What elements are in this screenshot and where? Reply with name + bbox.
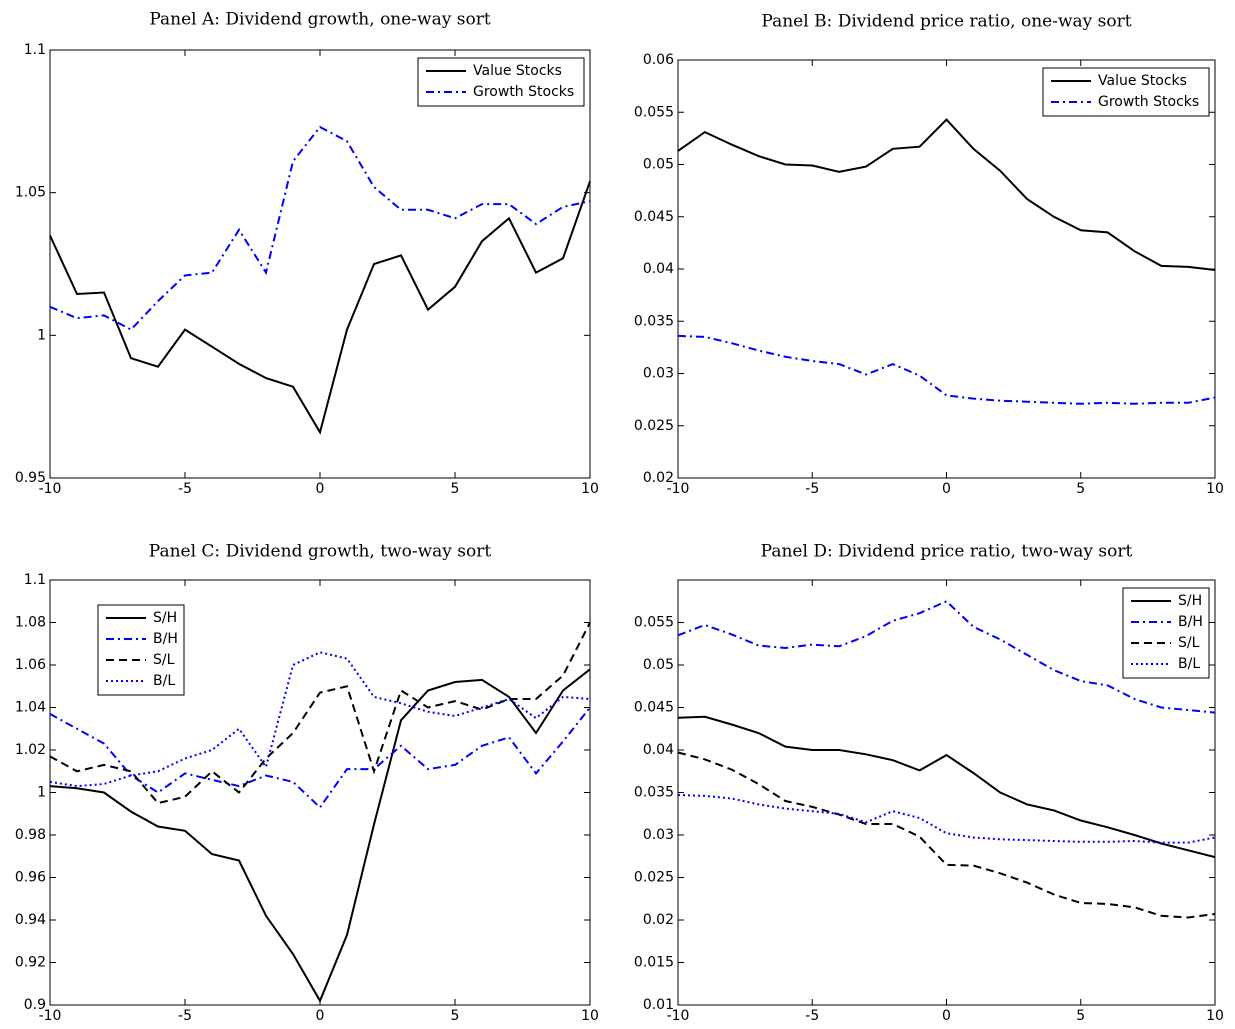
y-tick-label: 0.02 — [643, 912, 674, 928]
y-tick-label: 1 — [37, 327, 46, 343]
series-line — [677, 334, 1216, 405]
legend-label: B/L — [1178, 656, 1200, 672]
x-tick-label: 0 — [316, 1008, 325, 1024]
x-tick-label: -5 — [805, 481, 819, 497]
y-tick-label: 0.95 — [15, 470, 46, 486]
plot-frame — [677, 59, 1216, 479]
y-tick-label: 1.08 — [15, 615, 46, 631]
series-line — [677, 794, 1216, 844]
y-tick-label: 0.02 — [643, 470, 674, 486]
series-line — [677, 118, 1216, 271]
panel-title: Panel C: Dividend growth, two-way sort — [149, 542, 492, 562]
x-tick-label: 5 — [1076, 481, 1085, 497]
x-tick-label: 5 — [1076, 1008, 1085, 1024]
y-tick-label: 0.03 — [643, 827, 674, 843]
legend-label: Growth Stocks — [1098, 94, 1199, 110]
series-line — [677, 600, 1216, 714]
y-tick-label: 1.02 — [15, 742, 46, 758]
legend-box — [1042, 67, 1210, 117]
x-tick-label: 10 — [581, 481, 599, 497]
y-tick-label: 0.04 — [643, 261, 674, 277]
series-line — [49, 125, 591, 331]
series-line — [49, 180, 591, 435]
x-tick-label: 10 — [581, 1008, 599, 1024]
series-line — [677, 715, 1216, 859]
legend-label: B/H — [1178, 614, 1203, 630]
x-tick-label: -10 — [667, 481, 690, 497]
x-tick-label: 5 — [451, 481, 460, 497]
x-tick-label: 10 — [1206, 481, 1224, 497]
x-tick-label: 0 — [942, 1008, 951, 1024]
y-tick-label: 1.1 — [24, 42, 46, 58]
y-tick-label: 1.05 — [15, 185, 46, 201]
y-tick-label: 0.015 — [634, 955, 674, 971]
legend-label: B/L — [153, 673, 175, 689]
y-tick-label: 0.05 — [643, 657, 674, 673]
legend-label: Growth Stocks — [473, 84, 574, 100]
y-tick-label: 1.1 — [24, 572, 46, 588]
x-tick-label: 0 — [942, 481, 951, 497]
y-tick-label: 0.045 — [634, 700, 674, 716]
panel-title: Panel A: Dividend growth, one-way sort — [149, 10, 491, 30]
series-line — [49, 668, 591, 1004]
x-tick-label: -10 — [667, 1008, 690, 1024]
legend-label: B/H — [153, 631, 178, 647]
y-tick-label: 0.94 — [15, 912, 46, 928]
x-tick-label: -5 — [805, 1008, 819, 1024]
plot-frame — [49, 49, 591, 479]
y-tick-label: 1.04 — [15, 700, 46, 716]
legend-box — [417, 57, 585, 107]
y-tick-label: 0.9 — [24, 997, 46, 1013]
y-tick-label: 0.96 — [15, 870, 46, 886]
y-tick-label: 0.01 — [643, 997, 674, 1013]
x-tick-label: 10 — [1206, 1008, 1224, 1024]
y-tick-label: 0.025 — [634, 870, 674, 886]
x-tick-label: -5 — [178, 481, 192, 497]
series-line — [49, 622, 591, 805]
y-tick-label: 0.055 — [634, 615, 674, 631]
y-tick-label: 0.03 — [643, 366, 674, 382]
x-tick-label: 0 — [316, 481, 325, 497]
legend-label: S/L — [153, 652, 175, 668]
legend-label: S/H — [1178, 593, 1202, 609]
x-tick-label: 5 — [451, 1008, 460, 1024]
y-tick-label: 0.035 — [634, 313, 674, 329]
x-tick-label: -10 — [39, 481, 62, 497]
legend-label: S/L — [1178, 635, 1200, 651]
y-tick-label: 0.06 — [643, 52, 674, 68]
y-tick-label: 0.045 — [634, 209, 674, 225]
series-line — [49, 651, 591, 788]
panel-title: Panel D: Dividend price ratio, two-way s… — [761, 542, 1133, 562]
y-tick-label: 0.025 — [634, 418, 674, 434]
y-tick-label: 0.92 — [15, 955, 46, 971]
y-tick-label: 1 — [37, 785, 46, 801]
series-line — [677, 751, 1216, 919]
panel-title: Panel B: Dividend price ratio, one-way s… — [761, 12, 1131, 32]
x-tick-label: -5 — [178, 1008, 192, 1024]
x-tick-label: -10 — [39, 1008, 62, 1024]
series-line — [49, 706, 591, 809]
legend-label: Value Stocks — [473, 63, 562, 79]
y-tick-label: 0.055 — [634, 104, 674, 120]
y-tick-label: 0.04 — [643, 742, 674, 758]
y-tick-label: 0.98 — [15, 827, 46, 843]
legend-label: Value Stocks — [1098, 73, 1187, 89]
y-tick-label: 0.05 — [643, 157, 674, 173]
y-tick-label: 0.035 — [634, 785, 674, 801]
legend-label: S/H — [153, 610, 177, 626]
y-tick-label: 1.06 — [15, 657, 46, 673]
